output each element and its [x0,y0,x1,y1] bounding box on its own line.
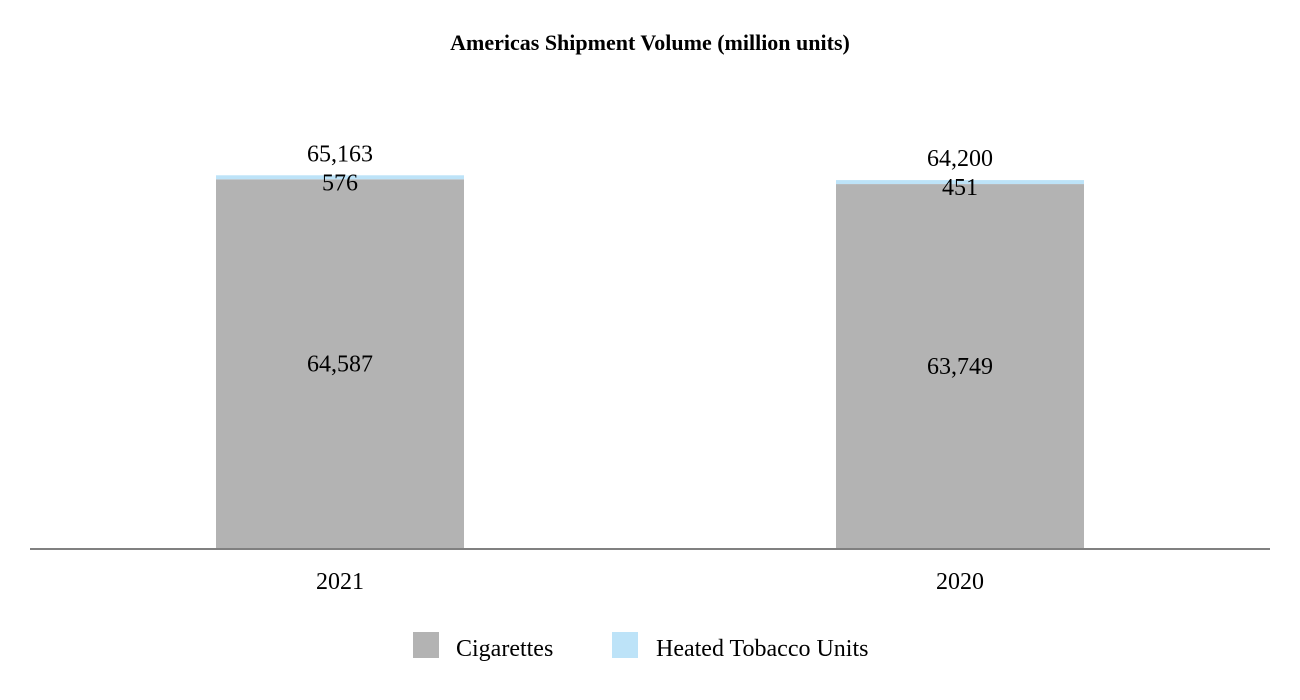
x-tick-labels: 2021 2020 [316,569,984,595]
bar-heated-tobacco-2020 [836,180,1084,185]
legend-label-heated-tobacco-units: Heated Tobacco Units [656,636,868,662]
legend-swatch-heated-tobacco-units [612,632,638,658]
value-label-heated-tobacco-2020: 451 [942,175,978,201]
value-label-cigarettes-2021: 64,587 [307,352,373,378]
x-tick-label-2021: 2021 [316,569,364,595]
legend-label-cigarettes: Cigarettes [456,636,553,662]
bar-cigarettes-2020 [836,184,1084,548]
bar-heated-tobacco-2021 [216,175,464,180]
value-label-total-2020: 64,200 [927,146,993,172]
bars-group: 64,587 576 65,163 63,749 451 64,200 [216,141,1084,548]
bar-cigarettes-2021 [216,179,464,548]
value-label-cigarettes-2020: 63,749 [927,354,993,380]
value-label-heated-tobacco-2021: 576 [322,170,358,196]
value-label-total-2021: 65,163 [307,141,373,167]
legend-swatch-cigarettes [413,632,439,658]
x-tick-label-2020: 2020 [936,569,984,595]
chart-title: Americas Shipment Volume (million units) [450,30,850,55]
legend: Cigarettes Heated Tobacco Units [413,632,868,662]
